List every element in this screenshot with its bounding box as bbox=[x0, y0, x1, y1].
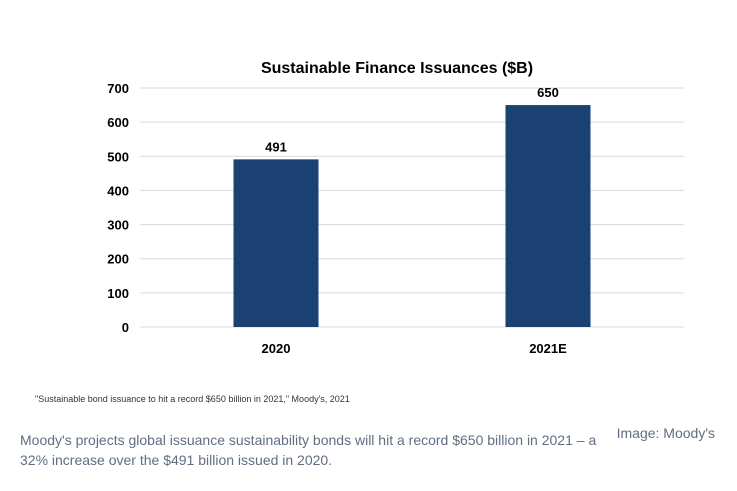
y-tick-label: 400 bbox=[107, 183, 129, 198]
chart-title: Sustainable Finance Issuances ($B) bbox=[261, 60, 533, 77]
y-tick-label: 700 bbox=[107, 81, 129, 96]
y-tick-label: 0 bbox=[122, 320, 129, 335]
bar-chart: Sustainable Finance Issuances ($B) 0 100 2… bbox=[107, 60, 684, 356]
y-tick-label: 600 bbox=[107, 115, 129, 130]
y-tick-label: 500 bbox=[107, 149, 129, 164]
data-label-2020: 491 bbox=[265, 139, 287, 154]
y-tick-label: 100 bbox=[107, 286, 129, 301]
source-note: "Sustainable bond issuance to hit a reco… bbox=[35, 394, 350, 404]
y-axis-ticks: 0 100 200 300 400 500 600 700 bbox=[107, 81, 129, 335]
bars: 491 650 bbox=[233, 85, 591, 327]
x-tick-label-2021E: 2021E bbox=[529, 341, 567, 356]
y-tick-label: 200 bbox=[107, 252, 129, 267]
image-caption: Moody's projects global issuance sustain… bbox=[20, 432, 597, 468]
data-label-2021E: 650 bbox=[537, 85, 559, 100]
grid-lines bbox=[140, 87, 684, 328]
bar-2020 bbox=[233, 159, 319, 327]
image-credit: Image: Moody's bbox=[616, 425, 715, 441]
y-tick-label: 300 bbox=[107, 218, 129, 233]
x-axis-labels: 2020 2021E bbox=[262, 341, 568, 356]
bar-2021E bbox=[505, 105, 591, 327]
x-tick-label-2020: 2020 bbox=[262, 341, 291, 356]
